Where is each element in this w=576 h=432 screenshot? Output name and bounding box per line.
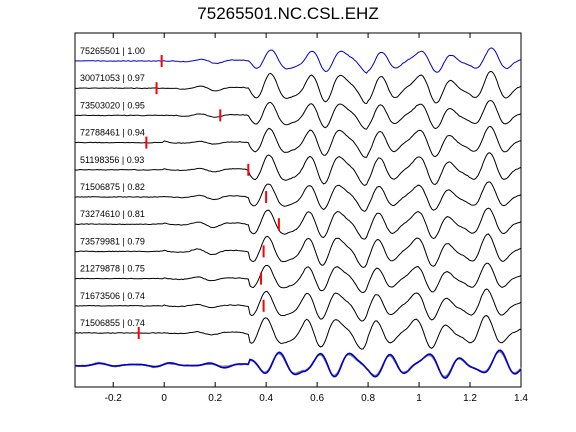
x-tick-label: 1.4 [514, 393, 528, 404]
picks-layer [137, 55, 280, 339]
trace-label: 71506855 | 0.74 [80, 318, 145, 328]
trace-label: 71506875 | 0.82 [80, 182, 145, 192]
trace-line [74, 125, 522, 158]
trace-label: 72788461 | 0.94 [80, 128, 145, 138]
trace-line [74, 315, 522, 350]
trace-line [74, 100, 522, 130]
trace-line [74, 233, 522, 269]
trace-line [74, 262, 522, 294]
trace-line [74, 207, 522, 240]
chart-title: 75265501.NC.CSL.EHZ [197, 4, 379, 23]
x-tick-label: 1.2 [463, 393, 477, 404]
trace-label: 71673506 | 0.74 [80, 291, 145, 301]
trace-label: 73503020 | 0.95 [80, 100, 145, 110]
stack-reference-trace [75, 349, 522, 379]
trace-label: 21279878 | 0.75 [80, 264, 145, 274]
trace-line [74, 47, 522, 74]
trace-line [74, 288, 522, 322]
trace-line [74, 152, 522, 186]
x-tick-label: 0.8 [361, 393, 375, 404]
labels-layer: 75265501 | 1.00 30071053 | 0.97 73503020 |… [80, 46, 145, 328]
x-tick-label: 0.2 [208, 393, 222, 404]
trace-label: 51198356 | 0.93 [80, 155, 144, 165]
x-axis: -0.2 0 0.2 0.4 0.6 0.8 1 1.2 1.4 [105, 33, 528, 404]
trace-label: 75265501 | 1.00 [80, 46, 145, 56]
x-tick-label: -0.2 [105, 393, 123, 404]
trace-line [74, 70, 522, 105]
trace-line [74, 181, 522, 212]
x-tick-label: 0 [161, 393, 167, 404]
trace-label: 73579981 | 0.79 [80, 236, 145, 246]
trace-label: 30071053 | 0.97 [80, 73, 145, 83]
traces-layer [74, 47, 522, 350]
trace-label: 73274610 | 0.81 [80, 209, 145, 219]
plot-frame [74, 32, 522, 388]
overlay-layer [74, 349, 522, 379]
x-tick-label: 0.6 [310, 393, 324, 404]
x-tick-label: 0.4 [259, 393, 273, 404]
x-tick-label: 1 [416, 393, 422, 404]
